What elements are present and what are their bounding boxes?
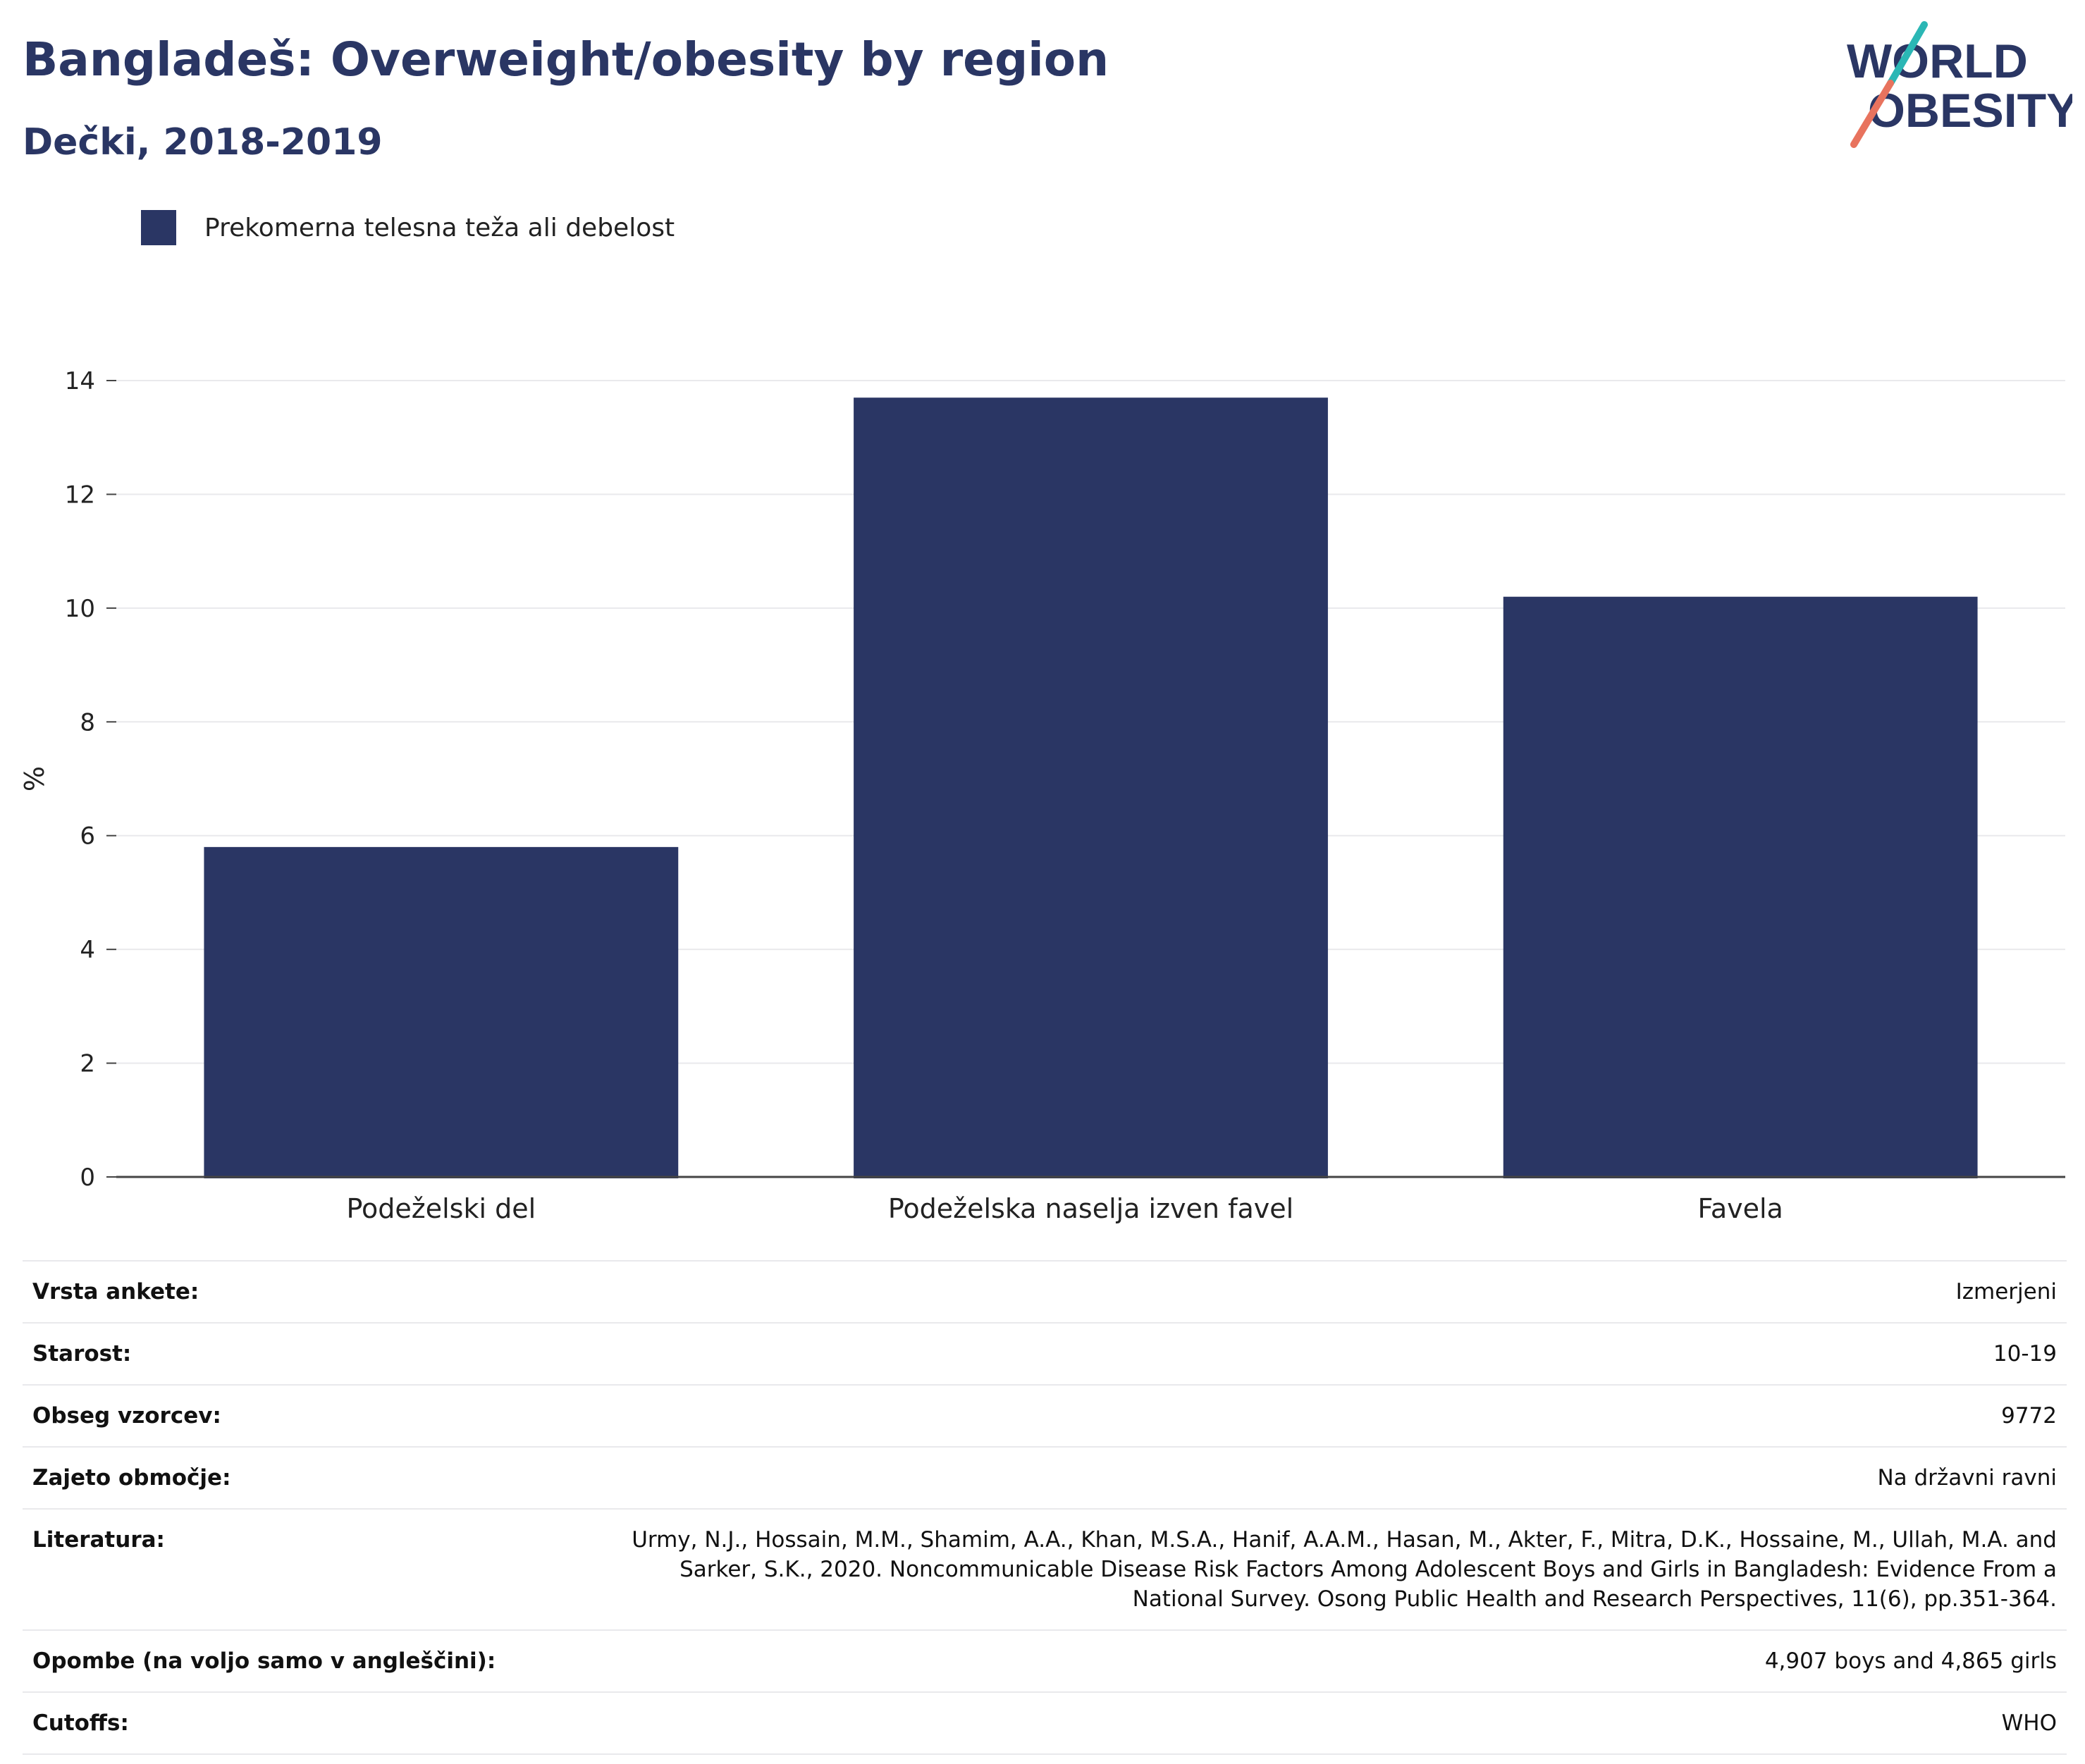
meta-value: 10-19	[1993, 1341, 2057, 1367]
logo-teal-slash	[1887, 21, 1928, 87]
meta-row: Literatura: Urmy, N.J., Hossain, M.M., Sh…	[23, 1509, 2067, 1630]
y-tick-label: 0	[80, 1164, 95, 1192]
logo-line2: OBESITY	[1868, 84, 2072, 137]
x-tick-label: Podeželska naselja izven favel	[888, 1193, 1293, 1224]
bar-chart: 0 2 4 6 8 10 12 14% Podeželski del Podeželska nas…	[19, 367, 2065, 1224]
meta-row: Vrsta ankete: Izmerjeni	[23, 1261, 2067, 1323]
meta-row: Opombe (na voljo samo v angleščini): 4,90…	[23, 1630, 2067, 1692]
y-axis-title: %	[19, 766, 50, 791]
meta-row: Starost: 10-19	[23, 1323, 2067, 1385]
axes: 0 2 4 6 8 10 12 14% Podeželski del Podeželska nas…	[19, 367, 2065, 1224]
x-tick-label: Podeželski del	[346, 1193, 536, 1224]
legend-label: Prekomerna telesna teža ali debelost	[204, 213, 675, 242]
bar	[854, 397, 1328, 1178]
x-tick-label: Favela	[1697, 1193, 1783, 1224]
meta-value: Izmerjeni	[1955, 1279, 2057, 1305]
legend: Prekomerna telesna teža ali debelost	[141, 209, 675, 247]
meta-value: Na državni ravni	[1877, 1465, 2057, 1491]
meta-row: Cutoffs: WHO	[23, 1692, 2067, 1754]
chart-title: Bangladeš: Overweight/obesity by region	[23, 32, 1109, 87]
y-tick-label: 12	[65, 481, 95, 509]
bars	[204, 397, 1978, 1178]
meta-row: Obseg vzorcev: 9772	[23, 1385, 2067, 1447]
meta-value: 9772	[2001, 1403, 2057, 1429]
meta-key: Zajeto območje:	[32, 1465, 231, 1491]
bar	[1503, 596, 1978, 1178]
y-tick-label: 6	[80, 822, 95, 851]
meta-value: Urmy, N.J., Hossain, M.M., Shamim, A.A.,…	[632, 1527, 2057, 1612]
meta-value: WHO	[2001, 1710, 2057, 1736]
meta-key: Vrsta ankete:	[32, 1279, 199, 1305]
survey-details-table: Vrsta ankete: Izmerjeni Starost: 10-19 Obseg…	[23, 1260, 2067, 1755]
meta-key: Obseg vzorcev:	[32, 1403, 221, 1429]
chart-subtitle: Dečki, 2018-2019	[23, 121, 383, 164]
y-tick-label: 2	[80, 1050, 95, 1078]
meta-row: Zajeto območje: Na državni ravni	[23, 1447, 2067, 1509]
world-obesity-logo: WORLD OBESITY	[1847, 21, 2072, 148]
y-tick-label: 4	[80, 936, 95, 964]
bar	[204, 846, 679, 1178]
meta-key: Starost:	[32, 1341, 132, 1367]
meta-value: 4,907 boys and 4,865 girls	[1764, 1648, 2057, 1674]
y-tick-label: 8	[80, 708, 95, 736]
y-tick-label: 14	[65, 367, 95, 395]
logo-line1: WORLD	[1847, 35, 2028, 88]
y-tick-label: 10	[65, 595, 95, 623]
meta-key: Cutoffs:	[32, 1710, 129, 1736]
legend-swatch	[141, 210, 176, 245]
logo-red-slash	[1850, 80, 1894, 148]
meta-key: Opombe (na voljo samo v angleščini):	[32, 1648, 496, 1674]
meta-key: Literatura:	[32, 1527, 165, 1553]
